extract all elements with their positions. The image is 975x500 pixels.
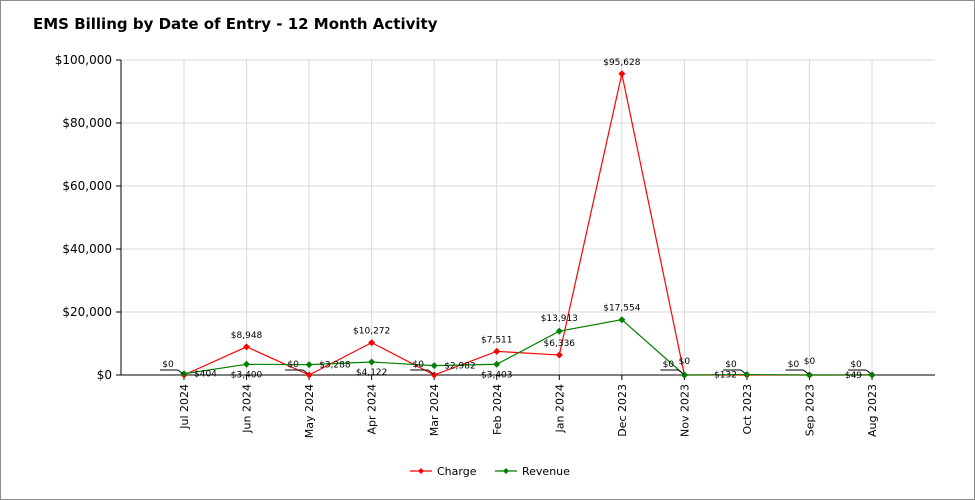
y-tick-label: $80,000: [62, 116, 112, 130]
data-point-revenue: [180, 370, 188, 378]
data-label-charge: $10,272: [353, 327, 390, 337]
data-point-revenue: [743, 371, 751, 379]
data-label-leader: [678, 369, 684, 375]
data-point-charge: [555, 351, 563, 359]
data-label-revenue: $2,982: [444, 362, 476, 372]
x-tick-label: Sep 2023: [804, 384, 817, 436]
x-tick-label: Aug 2023: [866, 384, 879, 437]
data-label-charge: $0: [412, 360, 424, 370]
data-label-leader: [740, 369, 747, 375]
data-point-revenue: [555, 327, 563, 335]
data-label-charge: $0: [162, 360, 174, 370]
x-tick-label: Feb 2024: [491, 384, 504, 435]
data-label-revenue: $0: [679, 357, 691, 367]
chart-title: EMS Billing by Date of Entry - 12 Month …: [33, 15, 438, 33]
data-label-charge: $0: [788, 360, 800, 370]
data-label-charge: $0: [725, 360, 737, 370]
data-label-revenue: $49: [845, 371, 862, 381]
x-tick-label: Apr 2024: [366, 384, 379, 435]
data-label-revenue: $0: [804, 357, 816, 367]
y-tick-label: $0: [97, 368, 112, 382]
data-point-revenue: [305, 361, 313, 369]
data-label-charge: $0: [287, 360, 299, 370]
data-point-revenue: [493, 360, 501, 368]
x-tick-label: Jan 2024: [553, 384, 566, 433]
legend-label-charge: Charge: [437, 465, 477, 478]
y-tick-label: $100,000: [55, 53, 112, 67]
x-tick-label: Oct 2023: [741, 384, 754, 435]
data-point-charge: [618, 70, 626, 78]
data-label-revenue: $13,913: [541, 314, 578, 324]
data-point-revenue: [243, 360, 251, 368]
legend-marker-charge: [418, 468, 424, 474]
data-point-charge: [493, 347, 501, 355]
data-label-revenue: $17,554: [603, 304, 640, 314]
data-point-revenue: [618, 316, 626, 324]
x-tick-label: Jun 2024: [241, 384, 254, 434]
series-line-revenue: [183, 319, 873, 376]
x-tick-label: Dec 2023: [616, 384, 629, 437]
data-label-revenue: $4,122: [356, 368, 388, 378]
data-label-leader: [177, 369, 184, 375]
data-label-leader: [865, 369, 872, 375]
data-label-revenue: $3,400: [231, 370, 263, 380]
data-label-leader: [302, 369, 309, 375]
data-label-revenue: $132: [714, 371, 737, 381]
data-point-revenue: [368, 358, 376, 366]
data-label-charge: $6,336: [544, 339, 576, 349]
legend-label-revenue: Revenue: [522, 465, 570, 478]
x-tick-label: Mar 2024: [428, 384, 441, 436]
x-tick-label: Nov 2023: [678, 384, 691, 437]
data-point-charge: [368, 339, 376, 347]
data-label-charge: $0: [850, 360, 862, 370]
y-tick-label: $60,000: [62, 179, 112, 193]
data-label-revenue: $404: [194, 370, 217, 380]
data-label-charge: $95,628: [603, 58, 640, 68]
y-tick-label: $40,000: [62, 242, 112, 256]
data-label-revenue: $3,288: [319, 361, 351, 371]
x-tick-label: May 2024: [303, 384, 316, 438]
data-point-revenue: [430, 362, 438, 370]
data-label-charge: $7,511: [481, 335, 513, 345]
data-label-revenue: $3,403: [481, 370, 513, 380]
y-tick-label: $20,000: [62, 305, 112, 319]
data-label-charge: $0: [663, 360, 675, 370]
legend-marker-revenue: [503, 468, 509, 474]
data-label-leader: [803, 369, 809, 375]
series-line-charge: [183, 73, 873, 376]
data-point-charge: [243, 343, 251, 351]
data-label-leader: [427, 369, 434, 375]
x-tick-label: Jul 2024: [178, 384, 191, 430]
data-label-charge: $8,948: [231, 331, 263, 341]
